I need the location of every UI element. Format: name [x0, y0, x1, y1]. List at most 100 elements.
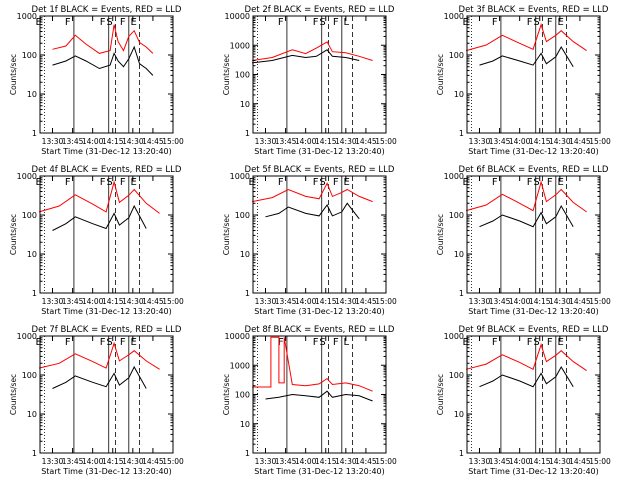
- marker-label: F: [278, 17, 284, 28]
- marker-label: F: [65, 177, 71, 188]
- x-tick-label: 14:30: [335, 297, 357, 306]
- x-tick-label: 14:15: [315, 137, 337, 146]
- marker-label: L: [344, 337, 350, 348]
- y-tick-label: 10: [454, 90, 464, 99]
- y-tick-label: 100: [235, 71, 250, 80]
- marker-label: E: [131, 17, 137, 28]
- y-axis-label: Counts/sec: [436, 54, 445, 95]
- y-tick-label: 1: [459, 129, 464, 138]
- x-tick-label: 13:30: [255, 457, 277, 466]
- x-tick-label: 14:15: [529, 297, 551, 306]
- x-tick-label: 14:15: [102, 297, 124, 306]
- x-tick-label: 13:30: [469, 457, 491, 466]
- y-axis-label: Counts/sec: [436, 214, 445, 255]
- x-axis-label: Start Time (31-Dec-12 13:20:40): [41, 147, 172, 156]
- x-tick-label: 14:15: [529, 137, 551, 146]
- x-tick-label: 14:00: [82, 457, 104, 466]
- x-tick-label: 14:15: [315, 297, 337, 306]
- y-tick-label: 10: [240, 420, 250, 429]
- marker-label: E: [558, 17, 564, 28]
- x-tick-label: 13:45: [489, 297, 511, 306]
- series-line-red: [38, 180, 160, 214]
- marker-label: F: [333, 177, 339, 188]
- y-tick-label: 10000: [225, 12, 250, 21]
- marker-label: E: [462, 177, 468, 188]
- x-tick-label: 15:00: [162, 297, 184, 306]
- x-tick-label: 13:30: [255, 297, 277, 306]
- y-tick-label: 100: [22, 371, 37, 380]
- plot-frame: [466, 335, 601, 454]
- y-tick-label: 1000: [444, 172, 464, 181]
- x-axis-label: Start Time (31-Dec-12 13:20:40): [468, 467, 599, 476]
- marker-label: F: [527, 337, 533, 348]
- series-line-black: [265, 390, 373, 402]
- x-tick-label: 15:00: [375, 457, 397, 466]
- x-tick-label: 14:30: [549, 457, 571, 466]
- x-tick-label: 13:45: [275, 137, 297, 146]
- series-line-black: [479, 46, 574, 67]
- x-tick-label: 15:00: [162, 457, 184, 466]
- marker-label: S: [319, 337, 325, 348]
- marker-label: F: [492, 177, 498, 188]
- series-line-black: [265, 202, 360, 220]
- y-axis-label: Counts/sec: [222, 374, 231, 415]
- x-tick-label: 13:45: [62, 137, 84, 146]
- marker-label: E: [558, 177, 564, 188]
- marker-label: E: [462, 337, 468, 348]
- y-tick-label: 100: [235, 211, 250, 220]
- y-tick-label: 1000: [17, 172, 37, 181]
- marker-label: E: [35, 177, 41, 188]
- chart-title: Det 2f BLACK = Events, RED = LLD: [245, 5, 395, 15]
- marker-label: F: [278, 337, 284, 348]
- x-tick-label: 14:00: [82, 137, 104, 146]
- y-tick-label: 10: [27, 410, 37, 419]
- x-tick-label: 13:30: [42, 137, 64, 146]
- x-axis-label: Start Time (31-Dec-12 13:20:40): [254, 147, 385, 156]
- x-tick-label: 14:30: [549, 137, 571, 146]
- chart-title: Det 7f BLACK = Events, RED = LLD: [32, 325, 182, 335]
- chart-title: Det 1f BLACK = Events, RED = LLD: [32, 5, 182, 15]
- x-axis-label: Start Time (31-Dec-12 13:20:40): [468, 147, 599, 156]
- plot-frame: [252, 15, 387, 134]
- y-axis-label: Counts/sec: [436, 374, 445, 415]
- marker-label: F: [547, 177, 553, 188]
- marker-label: F: [492, 337, 498, 348]
- marker-label: F: [120, 17, 126, 28]
- y-tick-label: 100: [235, 391, 250, 400]
- series-line-black: [52, 204, 147, 231]
- marker-label: E: [248, 177, 254, 188]
- marker-label: S: [533, 17, 539, 28]
- x-tick-label: 14:45: [142, 297, 164, 306]
- marker-label: F: [100, 177, 106, 188]
- marker-label: F: [333, 17, 339, 28]
- x-axis-label: Start Time (31-Dec-12 13:20:40): [41, 307, 172, 316]
- y-tick-label: 1000: [17, 12, 37, 21]
- y-tick-label: 1: [245, 129, 250, 138]
- y-tick-label: 100: [449, 211, 464, 220]
- x-tick-label: 15:00: [162, 137, 184, 146]
- x-tick-label: 14:00: [509, 297, 531, 306]
- marker-label: E: [35, 17, 41, 28]
- series-line-black: [479, 204, 574, 228]
- y-tick-label: 10000: [225, 332, 250, 341]
- marker-label: S: [533, 177, 539, 188]
- marker-label: E: [131, 177, 137, 188]
- x-tick-label: 14:00: [82, 297, 104, 306]
- y-tick-label: 1: [32, 289, 37, 298]
- x-tick-label: 15:00: [589, 457, 611, 466]
- x-tick-label: 14:45: [142, 137, 164, 146]
- marker-label: E: [558, 337, 564, 348]
- x-tick-label: 13:45: [275, 297, 297, 306]
- marker-label: F: [547, 337, 553, 348]
- x-tick-label: 13:30: [42, 297, 64, 306]
- plot-frame: [252, 175, 387, 294]
- marker-label: S: [319, 177, 325, 188]
- y-tick-label: 100: [22, 51, 37, 60]
- y-tick-label: 1000: [444, 12, 464, 21]
